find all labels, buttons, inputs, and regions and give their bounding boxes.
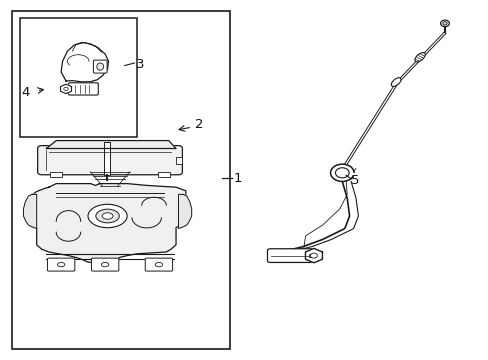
Polygon shape [61, 42, 108, 82]
FancyBboxPatch shape [47, 258, 75, 271]
Bar [158, 172, 169, 177]
Polygon shape [178, 194, 191, 229]
Ellipse shape [102, 213, 113, 219]
Text: 1: 1 [233, 172, 241, 185]
Ellipse shape [155, 262, 162, 267]
FancyBboxPatch shape [267, 249, 313, 262]
Polygon shape [305, 248, 322, 263]
FancyBboxPatch shape [68, 83, 98, 95]
Ellipse shape [414, 53, 425, 62]
Ellipse shape [88, 204, 127, 228]
Polygon shape [46, 140, 176, 149]
Ellipse shape [284, 249, 292, 253]
Polygon shape [27, 184, 188, 263]
Polygon shape [61, 84, 71, 94]
Bar [20, 18, 137, 137]
Ellipse shape [440, 20, 448, 27]
Text: 4: 4 [21, 86, 29, 99]
Ellipse shape [390, 78, 400, 86]
Ellipse shape [330, 164, 353, 181]
Bar [176, 157, 182, 164]
Ellipse shape [97, 63, 103, 70]
Ellipse shape [310, 253, 317, 258]
Bar [308, 254, 314, 257]
Ellipse shape [442, 22, 446, 25]
Ellipse shape [58, 262, 64, 267]
FancyBboxPatch shape [38, 146, 182, 175]
Ellipse shape [102, 262, 109, 267]
Polygon shape [23, 194, 37, 229]
Bar [50, 172, 62, 177]
FancyBboxPatch shape [91, 258, 119, 271]
Bar [103, 142, 109, 175]
Ellipse shape [335, 168, 348, 178]
FancyBboxPatch shape [93, 60, 107, 73]
Text: 2: 2 [194, 118, 203, 131]
Text: 3: 3 [136, 58, 144, 71]
Bar [12, 11, 229, 349]
FancyBboxPatch shape [145, 258, 172, 271]
Ellipse shape [63, 87, 68, 91]
Bar [85, 81, 91, 87]
Ellipse shape [96, 209, 119, 223]
Text: 5: 5 [350, 174, 359, 187]
